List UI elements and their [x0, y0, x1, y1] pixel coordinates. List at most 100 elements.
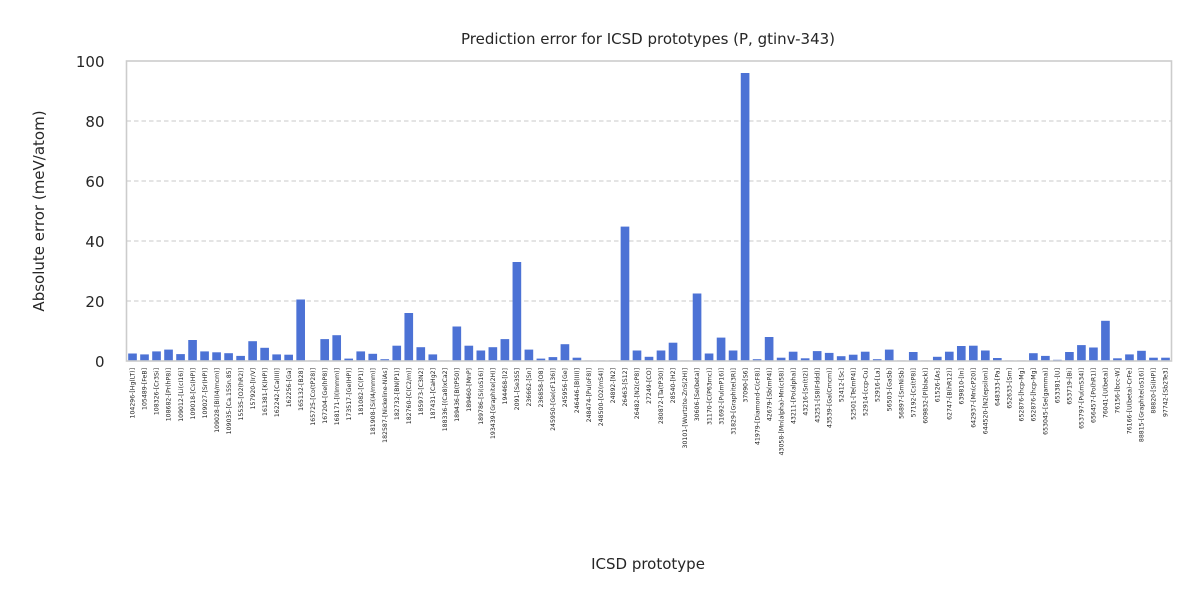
x-tick-label: 652876-[hcp-Mg]	[1031, 368, 1038, 421]
bar	[993, 358, 1002, 361]
x-tick-label: 165725-[Co(tP28)]	[310, 368, 317, 426]
x-tick-label: 248474-[Pu(oF8)]	[586, 368, 593, 422]
y-tick-label: 0	[95, 353, 105, 371]
bar	[716, 337, 726, 361]
bar	[212, 352, 221, 361]
bar	[788, 351, 798, 361]
chart-title: Prediction error for ICSD prototypes (P,…	[461, 30, 835, 48]
x-tick-label: 76041-[U(beta)]	[1103, 368, 1110, 418]
y-axis-label: Absolute error (meV/atom)	[30, 110, 48, 311]
bar	[812, 351, 822, 361]
bar	[1029, 353, 1038, 361]
bar	[752, 359, 762, 361]
bar	[272, 354, 281, 361]
bar	[188, 340, 197, 361]
x-tick-label: 245956-[Ge]	[562, 368, 569, 407]
bar	[536, 358, 546, 361]
x-tick-label: 644520-[N2(epsilon)]	[983, 368, 990, 434]
x-tick-label: 43539-[Ga(Cmcm)]	[826, 368, 833, 428]
x-tick-label: 167204-[Ge(hP8)]	[322, 368, 329, 424]
x-tick-label: 653045-[Se(gamma)]	[1043, 368, 1050, 435]
x-tick-label: 236858-[O8]	[538, 368, 545, 408]
x-tick-label: 76156-[bcc-W]	[1115, 368, 1122, 414]
y-tick-label: 80	[85, 113, 104, 131]
x-tick-label: 52501-[Te(mP4)]	[850, 368, 857, 420]
bar	[176, 354, 185, 361]
x-tick-label: 109012-[Li(cI16)]	[178, 368, 185, 422]
bar	[320, 339, 330, 361]
bar	[848, 354, 858, 361]
x-tick-label: 31170-[C(P63mc)]	[706, 368, 713, 425]
bar	[632, 350, 642, 361]
x-tick-label: 189436-[B(tP50)]	[454, 368, 461, 422]
x-tick-label: 248500-[O2(mS4)]	[598, 368, 605, 426]
bar	[1125, 354, 1134, 361]
bar	[416, 347, 426, 361]
x-tick-label: 193439-[Graphite(2H)]	[490, 368, 497, 439]
bar	[404, 313, 414, 361]
bar	[560, 344, 570, 361]
x-tick-label: 185973-[C3N2]	[418, 368, 425, 416]
x-tick-label: 653719-[Bi]	[1067, 368, 1074, 405]
x-tick-label: 609832-[P(black)]	[922, 368, 929, 424]
y-tick-labels: 0 20 40 60 80 100	[76, 53, 105, 371]
x-tick-label: 639810-[In]	[958, 368, 965, 404]
x-tick-label: 181082-[C(P1)]	[358, 368, 365, 416]
x-tick-label: 109027-[Sr(HP)]	[202, 368, 209, 418]
x-tick-label: 88820-[Si(HP)]	[1151, 368, 1158, 414]
bar	[476, 350, 486, 361]
x-tick-label: 109018-[Cs(HP)]	[190, 368, 197, 419]
bar	[1041, 355, 1050, 361]
bar	[620, 226, 630, 361]
bar	[740, 73, 750, 361]
bar	[644, 356, 654, 361]
bar	[656, 350, 666, 361]
bar	[860, 351, 870, 361]
x-tick-label: 56503-[GaSb]	[886, 368, 893, 411]
bar	[500, 339, 510, 361]
bar	[248, 341, 257, 361]
x-tick-label: 62747-[B(hR12)]	[946, 368, 953, 420]
bar	[728, 350, 738, 361]
bar	[200, 351, 209, 361]
bar	[800, 358, 810, 361]
bar	[836, 356, 846, 361]
x-tick-label: 173517-[Ge(HP)]	[346, 368, 353, 421]
y-tick-label: 60	[85, 173, 104, 191]
bar	[872, 359, 882, 361]
x-tick-label: 108326-[Cr3Si]	[154, 368, 161, 415]
bar	[128, 353, 137, 361]
bar	[368, 353, 378, 361]
bar	[968, 345, 978, 361]
gridlines	[126, 120, 1172, 302]
x-tick-label: 88815-[Graphite(oS16)]	[1139, 368, 1146, 442]
x-tick-label: 181908-[Si(I4/mmm)]	[370, 368, 377, 435]
bar	[824, 352, 834, 361]
x-tick-label: 161381-[K(HP)]	[262, 368, 269, 416]
bar	[284, 354, 293, 361]
x-tick-label: 76166-[U(beta)-CrFe]	[1127, 368, 1134, 434]
x-tick-label: 61526-[As]	[934, 368, 941, 402]
bar	[464, 345, 474, 361]
bar	[428, 354, 438, 361]
x-tick-label: 187431-[CaHg2]	[430, 368, 437, 419]
x-tick-label: 165132-[B28]	[298, 368, 305, 411]
x-tick-label: 109035-[Ca.15Sn.85]	[226, 368, 233, 434]
y-tick-label: 100	[76, 53, 105, 71]
x-tick-label: 653797-[Pu(mS34)]	[1079, 368, 1086, 429]
x-tick-label: 652876-[hcp-Mg]	[1019, 368, 1026, 421]
x-tick-label: 24892-[N2]	[610, 368, 617, 403]
x-tick-label: 52916-[La]	[874, 368, 881, 402]
x-tick-label: 157920-[Ir/V]	[250, 368, 257, 409]
x-tick-label: 43216-[Sn(tI2)]	[802, 368, 809, 416]
x-tick-label: 2091-[Se3S5]	[514, 368, 521, 410]
x-tick-label: 31829-[Graphite(3R)]	[730, 368, 737, 435]
bar	[668, 342, 678, 361]
bar	[1077, 345, 1086, 361]
x-tick-label: 182760-[C(C2/m)]	[406, 368, 413, 424]
x-tick-label: 648333-[Pa]	[995, 368, 1002, 406]
bar	[512, 262, 522, 361]
bar	[152, 351, 161, 361]
x-tick-label: 109028-[Bi(I4/mcm)]	[214, 368, 221, 433]
x-tick-label: 27249-[CO]	[646, 368, 653, 404]
